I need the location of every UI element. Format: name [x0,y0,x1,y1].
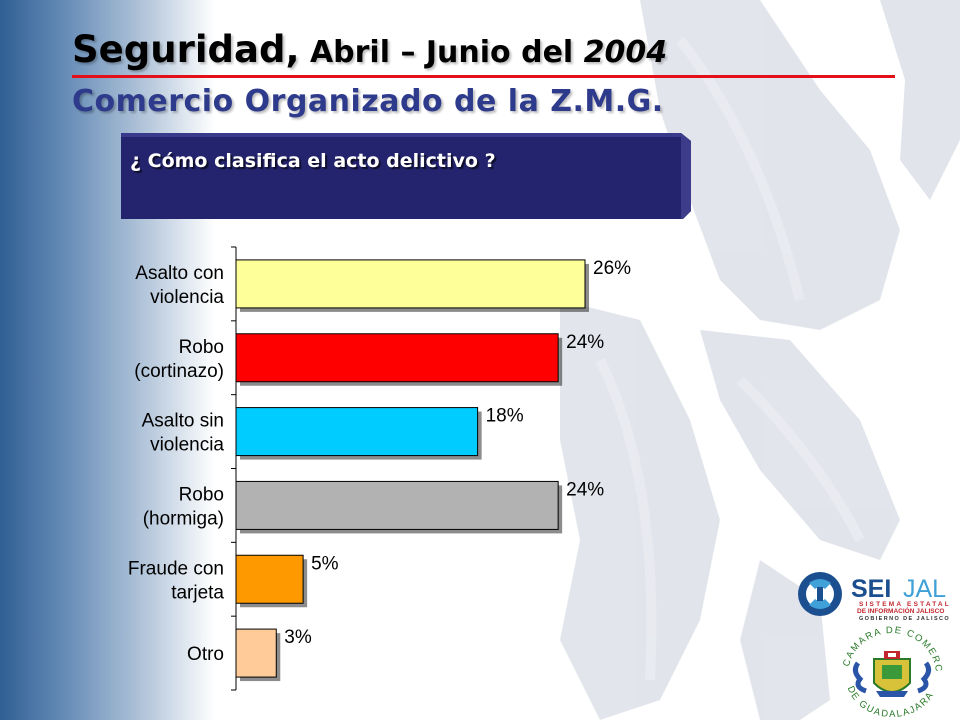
page-subtitle: Comercio Organizado de la Z.M.G. [72,84,664,119]
bar [235,333,559,383]
seijal-name-jal: JAL [903,575,946,603]
category-label: Fraude con [128,558,224,579]
category-label: Otro [187,644,224,665]
data-label: 26% [593,258,631,279]
data-label: 3% [284,627,312,648]
data-label: 18% [486,406,524,427]
data-label: 24% [566,479,604,500]
title-subtitle: Abril – Junio del [299,35,584,70]
bar [235,259,586,309]
seijal-tagline-3: GOBIERNO DE JALISCO [859,616,950,622]
question-text: ¿ Cómo clasifica el acto delictivo ? [130,150,496,172]
title-main: Seguridad [72,28,286,71]
bar [235,628,277,678]
category-label: tarjeta [171,582,224,603]
title-divider [72,75,895,78]
title-comma: , [285,28,300,71]
page-title: Seguridad, Abril – Junio del 2004 [72,28,667,71]
category-label: violencia [150,435,224,456]
bar [235,554,304,604]
bar [235,480,559,530]
seijal-logo: SEI JAL SISTEMA ESTATAL DE INFORMACIÓN J… [798,572,951,622]
category-label: Asalto sin [142,411,224,432]
title-year: 2004 [583,35,668,70]
seijal-emblem-icon [798,572,842,616]
question-panel [121,133,691,219]
left-gradient-band [0,0,215,720]
seijal-tagline-1: SISTEMA ESTATAL [859,601,951,608]
camara-comercio-seal: CAMARA DE COMERCIO DE GUADALAJARA [838,625,943,717]
data-label: 5% [311,553,339,574]
bar [235,407,479,457]
category-label: violencia [150,287,224,308]
category-label: Robo [179,337,224,358]
category-label: (cortinazo) [134,361,224,382]
coat-of-arms-icon [852,651,932,697]
category-label: Asalto con [135,263,224,284]
seijal-name-sei: SEI [851,575,891,603]
seijal-tagline-2: DE INFORMACIÓN JALISCO [857,606,944,615]
category-label: (hormiga) [143,508,224,529]
category-label: Robo [179,484,224,505]
data-label: 24% [566,332,604,353]
